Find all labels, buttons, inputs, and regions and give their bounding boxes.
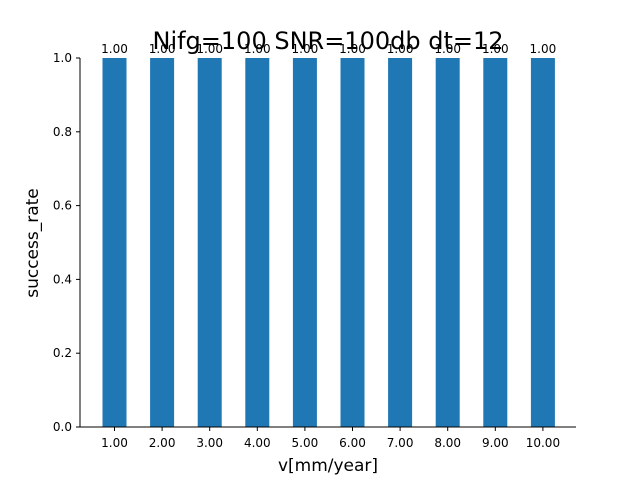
- x-tick-label: 10.00: [526, 436, 560, 450]
- x-tick-label: 4.00: [244, 436, 271, 450]
- y-axis-label: success_rate: [23, 188, 43, 298]
- x-tick-label: 5.00: [292, 436, 319, 450]
- bar-1: [102, 58, 127, 427]
- y-tick-label: 0.8: [53, 125, 72, 139]
- data-label-2: 1.00: [149, 42, 176, 56]
- data-label-9: 1.00: [482, 42, 509, 56]
- y-tick-label: 1.0: [53, 51, 72, 65]
- y-ticks-group: 0.0 0.2 0.4 0.6 0.8 1.0: [53, 51, 80, 434]
- bar-8: [435, 58, 460, 427]
- y-tick-label: 0.0: [53, 420, 72, 434]
- data-label-5: 1.00: [292, 42, 319, 56]
- x-tick-label: 8.00: [434, 436, 461, 450]
- data-label-7: 1.00: [387, 42, 414, 56]
- chart-title: Nifg=100 SNR=100db dt=12: [152, 27, 503, 55]
- data-label-4: 1.00: [244, 42, 271, 56]
- bars-group: [102, 58, 555, 427]
- data-label-10: 1.00: [530, 42, 557, 56]
- bar-10: [530, 58, 555, 427]
- y-tick-label: 0.6: [53, 199, 72, 213]
- y-tick-label: 0.4: [53, 272, 72, 286]
- bar-7: [388, 58, 413, 427]
- data-label-8: 1.00: [434, 42, 461, 56]
- x-tick-label: 9.00: [482, 436, 509, 450]
- data-labels-group: 1.00 1.00 1.00 1.00 1.00 1.00 1.00 1.00 1.00 1.00: [101, 42, 556, 56]
- bar-4: [245, 58, 270, 427]
- bar-9: [483, 58, 508, 427]
- x-tick-label: 2.00: [149, 436, 176, 450]
- x-axis-label: v[mm/year]: [278, 456, 378, 476]
- bar-6: [340, 58, 365, 427]
- data-label-3: 1.00: [196, 42, 223, 56]
- data-label-1: 1.00: [101, 42, 128, 56]
- bar-2: [150, 58, 175, 427]
- y-tick-label: 0.2: [53, 346, 72, 360]
- x-tick-label: 7.00: [387, 436, 414, 450]
- data-label-6: 1.00: [339, 42, 366, 56]
- x-tick-label: 1.00: [101, 436, 128, 450]
- x-tick-label: 3.00: [196, 436, 223, 450]
- x-ticks-group: 1.00 2.00 3.00 4.00 5.00 6.00 7.00 8.00 9.00 10.0…: [101, 427, 560, 450]
- bar-3: [197, 58, 222, 427]
- x-tick-label: 6.00: [339, 436, 366, 450]
- bar-5: [292, 58, 317, 427]
